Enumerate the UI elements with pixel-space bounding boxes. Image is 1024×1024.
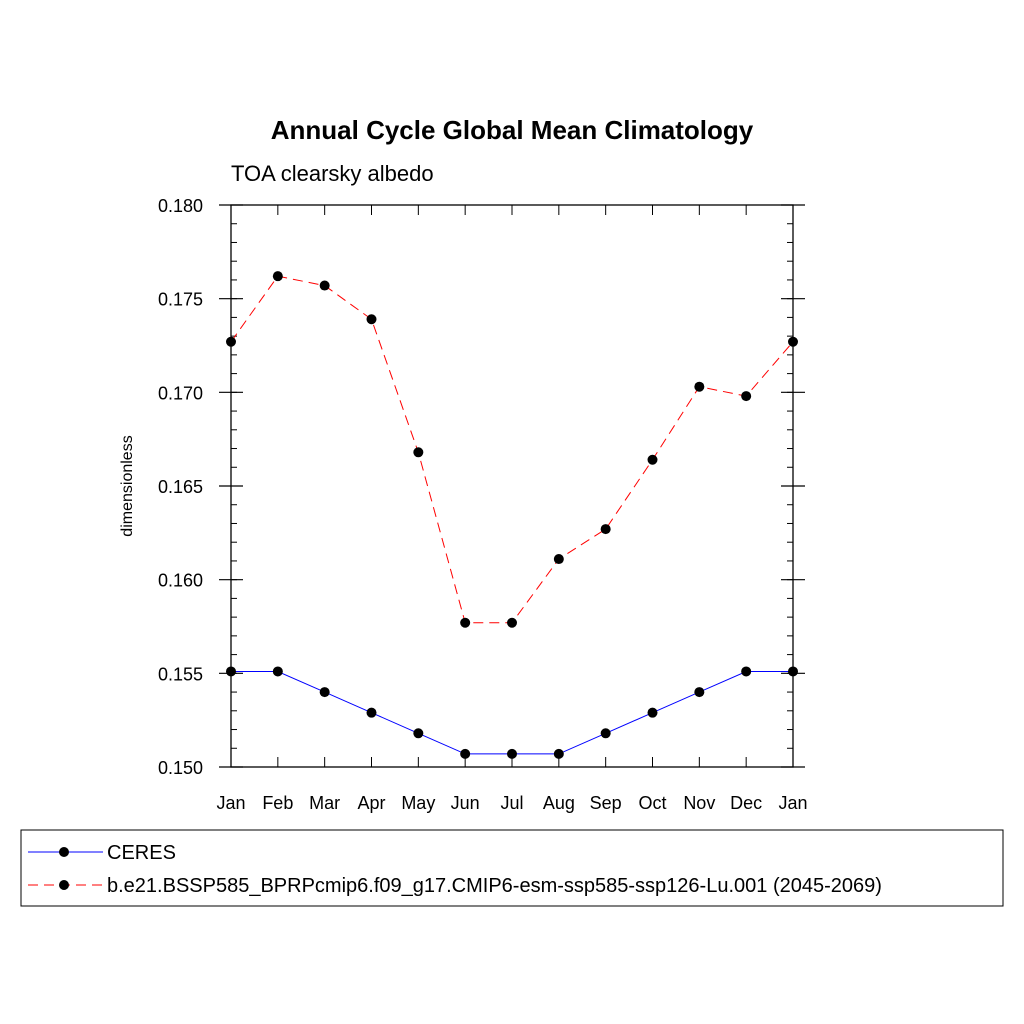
data-point-s0 [460,748,471,759]
data-point-s0 [600,728,611,739]
x-tick-label: Sep [590,793,622,813]
data-point-s1 [413,447,424,458]
x-tick-label: Jun [451,793,480,813]
data-point-s1 [319,280,330,291]
series-layer [226,271,798,759]
data-point-s1 [366,314,377,325]
plot-frame [230,204,794,768]
data-point-s0 [788,666,798,677]
y-tick-label: 0.175 [158,290,203,310]
y-tick-label: 0.170 [158,383,203,403]
data-point-s0 [507,748,517,759]
data-point-s0 [226,666,236,677]
legend: CERES b.e21.BSSP585_BPRPcmip6.f09_g17.CM… [20,829,1004,907]
data-point-s1 [226,336,236,347]
series-line-1 [230,275,794,624]
data-point-s1 [788,336,798,347]
data-point-s0 [319,687,330,698]
chart-title: Annual Cycle Global Mean Climatology [271,115,754,145]
series-line-0 [231,671,793,755]
legend-marker-model [59,880,69,890]
x-tick-label: Nov [683,793,715,813]
data-point-s0 [413,728,424,739]
data-point-s0 [553,748,564,759]
x-tick-label: Jul [500,793,523,813]
y-tick-label: 0.150 [158,758,203,778]
y-tick-label: 0.180 [158,196,203,216]
x-tick-label: Oct [638,793,666,813]
data-point-s1 [460,617,471,628]
data-point-s1 [647,454,658,465]
x-tick-label: Apr [357,793,385,813]
data-point-s0 [366,707,377,718]
x-tick-label: Jan [778,793,807,813]
data-point-s1 [694,381,705,392]
legend-marker-ceres [59,847,69,857]
x-tick-label: May [401,793,435,813]
y-tick-label: 0.165 [158,477,203,497]
axes: Jan Feb Mar Apr May Jun Jul Aug Sep Oct Nov Dec Jan 0… [158,196,808,813]
y-tick-label: 0.160 [158,571,203,591]
legend-label-ceres: CERES [107,842,176,864]
data-point-s1 [272,271,283,282]
data-point-s1 [553,554,564,565]
data-point-s1 [741,391,752,402]
legend-label-model: b.e21.BSSP585_BPRPcmip6.f09_g17.CMIP6-es… [107,875,882,897]
legend-box [20,829,1004,907]
data-point-s0 [694,687,705,698]
data-point-s0 [272,666,283,677]
data-point-s1 [507,617,517,628]
x-tick-label: Feb [262,793,293,813]
data-point-s1 [600,524,611,535]
data-point-s0 [647,707,658,718]
y-tick-label: 0.155 [158,664,203,684]
x-tick-label: Dec [730,793,762,813]
data-point-s0 [741,666,752,677]
chart-subtitle: TOA clearsky albedo [231,161,434,186]
x-tick-label: Aug [543,793,575,813]
x-tick-label: Jan [216,793,245,813]
y-axis-label: dimensionless [119,435,136,536]
x-tick-label: Mar [309,793,340,813]
